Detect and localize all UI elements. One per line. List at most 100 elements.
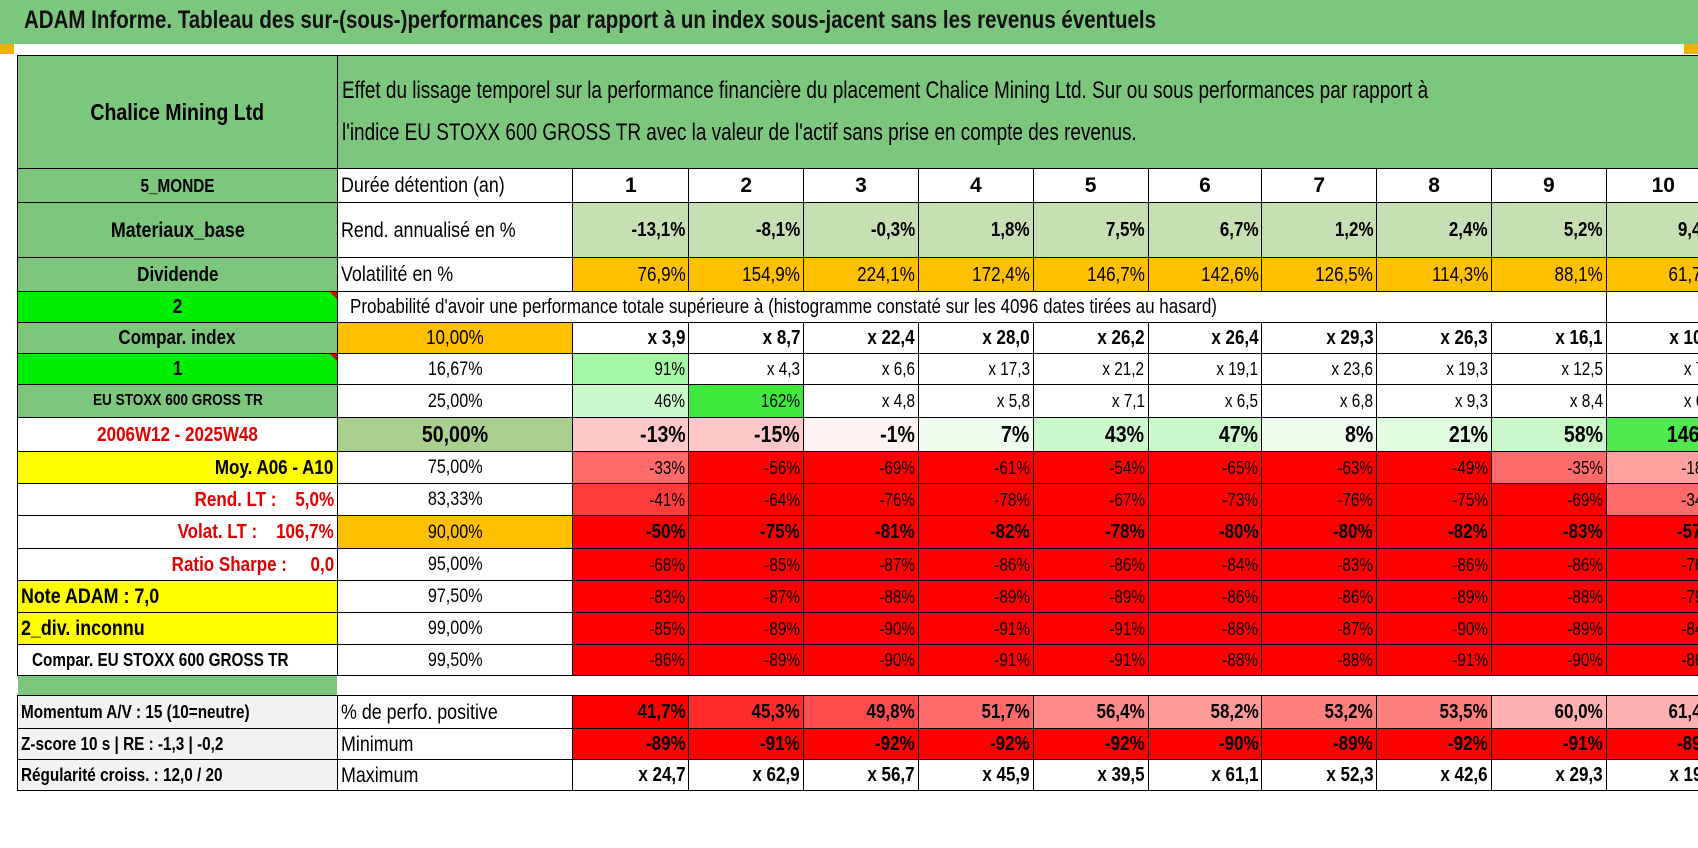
quantile-value: -86% (1490, 548, 1607, 581)
div-cell: 2_div. inconnu (17, 612, 338, 645)
quantile-value: -88% (1147, 644, 1263, 676)
quantile-value: -86% (917, 548, 1034, 581)
quantile-value: -91% (917, 612, 1034, 645)
quantile-value: -63% (1261, 451, 1378, 484)
quantile-value: -87% (803, 548, 919, 581)
stat-value-pos: 51,7% (917, 695, 1034, 729)
quantile-value: -41% (572, 483, 690, 516)
quantile-value: x 6,5 (1147, 384, 1263, 418)
compar-index-cell: Compar. index (17, 322, 338, 354)
quantile-value: -54% (1032, 451, 1149, 484)
volat-lt-cell: Volat. LT : 106,7% (17, 515, 338, 549)
quantile-value: x 4,3 (688, 353, 805, 385)
stat-value-max: x 45,9 (917, 759, 1034, 791)
quantile-value: x 8,4 (1490, 384, 1607, 418)
stat-value-pos: 49,8% (803, 695, 919, 729)
quantile-value: -1% (803, 417, 919, 452)
year-header-8: 8 (1376, 168, 1492, 203)
stat-value-max: x 61,1 (1147, 759, 1263, 791)
quantile-prob: 10,00% (336, 322, 574, 354)
stat-value-max: x 24,7 (572, 759, 690, 791)
year-header-7: 7 (1261, 168, 1378, 203)
quantile-value: -91% (1032, 644, 1149, 676)
vol-value: 126,5% (1261, 257, 1378, 292)
rend-value: 1,2% (1261, 202, 1378, 258)
rend-value: -0,3% (803, 202, 919, 258)
quantile-value: 58% (1490, 417, 1607, 452)
quantile-value: -57% (1605, 515, 1698, 549)
vol-label: Volatilité en % (336, 257, 574, 292)
quantile-value: -83% (1490, 515, 1607, 549)
rend-value: 6,7% (1147, 202, 1263, 258)
quantile-value: 162% (688, 384, 805, 418)
quantile-value: -88% (803, 580, 919, 613)
quantile-value: -86% (1605, 644, 1698, 676)
quantile-value: x 3,9 (572, 322, 690, 354)
quantile-value: -86% (1261, 580, 1378, 613)
vol-value: 88,1% (1490, 257, 1607, 292)
quantile-value: x 17,3 (917, 353, 1034, 385)
quantile-value: x 9,3 (1376, 384, 1492, 418)
title-bar: ADAM Informe. Tableau des sur-(sous-)per… (0, 0, 1698, 44)
quantile-value: 47% (1147, 417, 1263, 452)
stat-value-min: -92% (917, 728, 1034, 760)
quantile-prob: 75,00% (336, 451, 574, 484)
quantile-value: -82% (1376, 515, 1492, 549)
quantile-value: -91% (1032, 612, 1149, 645)
quantile-value: x 28,0 (917, 322, 1034, 354)
stat-label-min: Minimum (336, 728, 574, 760)
quantile-value: x 7,8 (1605, 353, 1698, 385)
year-header-10: 10 (1605, 168, 1698, 203)
stat-left-max: Régularité croiss. : 12,0 / 20 (17, 759, 338, 791)
stat-value-max: x 42,6 (1376, 759, 1492, 791)
stat-value-pos: 45,3% (688, 695, 805, 729)
quantile-value: -86% (1032, 548, 1149, 581)
quantile-value: -69% (1490, 483, 1607, 516)
moy-cell: Moy. A06 - A10 (17, 451, 338, 484)
stat-value-pos: 61,4% (1605, 695, 1698, 729)
quantile-prob: 99,50% (336, 644, 574, 676)
stat-value-min: -91% (688, 728, 805, 760)
sector-cell: Materiaux_base (17, 202, 338, 258)
quantile-value: -89% (917, 580, 1034, 613)
quantile-value: x 26,3 (1376, 322, 1492, 354)
quantile-value: -85% (688, 548, 805, 581)
quantile-value: -78% (1032, 515, 1149, 549)
quantile-value: x 10,6 (1605, 322, 1698, 354)
quantile-value: 7% (917, 417, 1034, 452)
rend-value: 2,4% (1376, 202, 1492, 258)
vol-value: 61,7% (1605, 257, 1698, 292)
quantile-value: -89% (688, 612, 805, 645)
rend-value: 1,8% (917, 202, 1034, 258)
quantile-value: -83% (1261, 548, 1378, 581)
stat-label-pos: % de perfo. positive (336, 695, 574, 729)
quantile-value: 146% (1605, 417, 1698, 452)
stat-value-max: x 39,5 (1032, 759, 1149, 791)
year-header-3: 3 (803, 168, 919, 203)
vol-value: 76,9% (572, 257, 690, 292)
quantile-value: -91% (917, 644, 1034, 676)
stat-value-pos: 56,4% (1032, 695, 1149, 729)
stat-value-pos: 58,2% (1147, 695, 1263, 729)
dividend-label-cell: Dividende (17, 257, 338, 292)
proba-empty-cell (1605, 291, 1698, 323)
quantile-value: -86% (572, 644, 690, 676)
vol-value: 154,9% (688, 257, 805, 292)
stat-value-max: x 52,3 (1261, 759, 1378, 791)
quantile-value: -75% (1376, 483, 1492, 516)
quantile-value: -33% (572, 451, 690, 484)
quantile-value: -90% (803, 644, 919, 676)
stat-value-max: x 29,3 (1490, 759, 1607, 791)
quantile-value: -89% (1032, 580, 1149, 613)
stat-value-max: x 19,5 (1605, 759, 1698, 791)
quantile-value: 8% (1261, 417, 1378, 452)
year-header-9: 9 (1490, 168, 1607, 203)
report-title: ADAM Informe. Tableau des sur-(sous-)per… (24, 6, 1156, 34)
year-header-2: 2 (688, 168, 805, 203)
quantile-value: x 5,8 (917, 384, 1034, 418)
quantile-value: -90% (1490, 644, 1607, 676)
rend-value: 5,2% (1490, 202, 1607, 258)
quantile-value: -90% (1376, 612, 1492, 645)
quantile-value: -80% (1147, 515, 1263, 549)
